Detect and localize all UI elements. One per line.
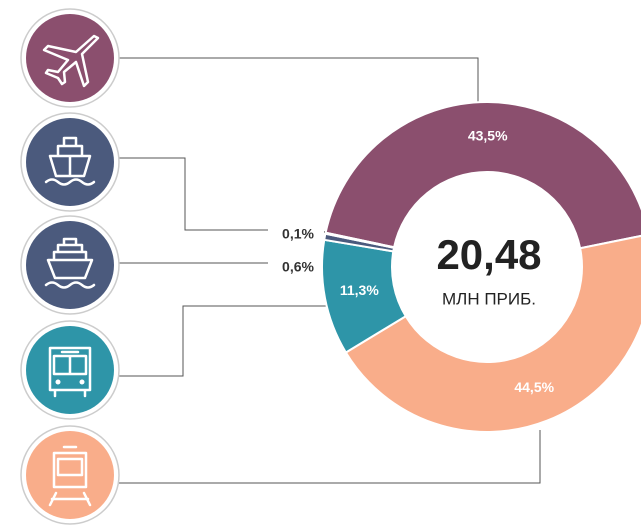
ship-icon bbox=[20, 215, 120, 315]
plane-icon bbox=[20, 8, 120, 108]
total: 20,48 bbox=[436, 231, 541, 278]
slice bbox=[324, 231, 396, 250]
icons bbox=[20, 8, 120, 525]
bus-icon bbox=[20, 320, 120, 420]
value-label: 11,3% bbox=[340, 282, 379, 298]
value-label: 43,5% bbox=[468, 128, 508, 144]
unit: МЛН ПРИБ. bbox=[442, 289, 536, 308]
train-icon bbox=[20, 425, 120, 525]
slice bbox=[344, 234, 641, 433]
value-label: 0,1% bbox=[282, 226, 314, 242]
value-label: 0,6% bbox=[282, 259, 314, 275]
donut bbox=[321, 101, 641, 433]
value-label: 44,5% bbox=[514, 379, 554, 395]
slice bbox=[324, 101, 641, 250]
ship-icon bbox=[20, 112, 120, 212]
